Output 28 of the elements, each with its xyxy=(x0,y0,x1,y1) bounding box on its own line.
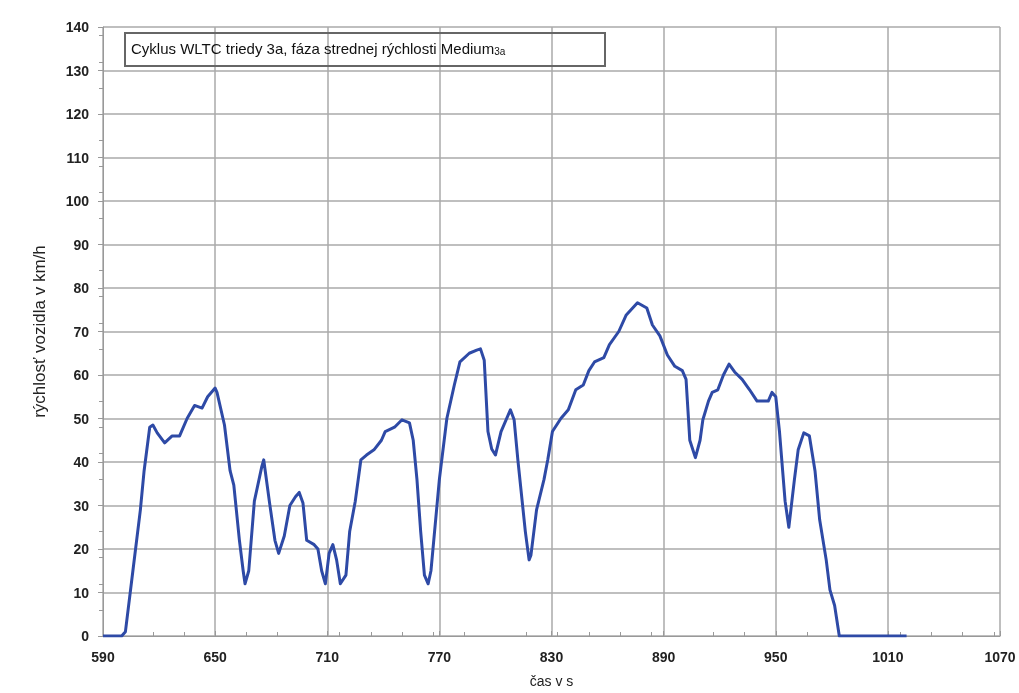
x-tick-label: 890 xyxy=(651,649,676,665)
y-tick-label: 10 xyxy=(73,584,90,601)
x-tick-label: 710 xyxy=(315,649,340,665)
y-tick-label: 50 xyxy=(73,410,90,427)
y-tick-label: 120 xyxy=(65,106,90,122)
x-tick-label: 590 xyxy=(91,649,115,665)
x-tick-label: 1070 xyxy=(984,649,1016,665)
y-tick-label: 130 xyxy=(65,62,90,79)
y-tick-label: 80 xyxy=(73,280,90,296)
y-tick-label: 40 xyxy=(73,454,90,470)
y-axis-title: rýchlosť vozidla v km/h xyxy=(30,245,49,418)
x-tick-label: 950 xyxy=(764,649,788,665)
y-tick-label: 70 xyxy=(73,323,90,340)
x-tick-label: 1010 xyxy=(872,649,904,665)
y-tick-label: 90 xyxy=(73,236,90,253)
text: Cyklus WLTC triedy 3a, fáza strednej rýchlosti Medium3a xyxy=(131,39,506,57)
line-series xyxy=(101,301,909,638)
x-tick-label: 830 xyxy=(539,649,564,665)
y-tick-label: 20 xyxy=(73,541,90,557)
y-tick-label: 0 xyxy=(81,628,90,644)
y-tick-label: 140 xyxy=(65,19,90,35)
x-tick-label: 770 xyxy=(427,649,452,665)
y-tick-label: 60 xyxy=(73,367,90,383)
y-tick-label: 30 xyxy=(73,497,90,514)
x-axis-title: čas v s xyxy=(529,673,574,689)
y-tick-label: 100 xyxy=(65,193,90,209)
x-tick-label: 650 xyxy=(203,649,228,665)
y-tick-label: 110 xyxy=(66,149,90,166)
